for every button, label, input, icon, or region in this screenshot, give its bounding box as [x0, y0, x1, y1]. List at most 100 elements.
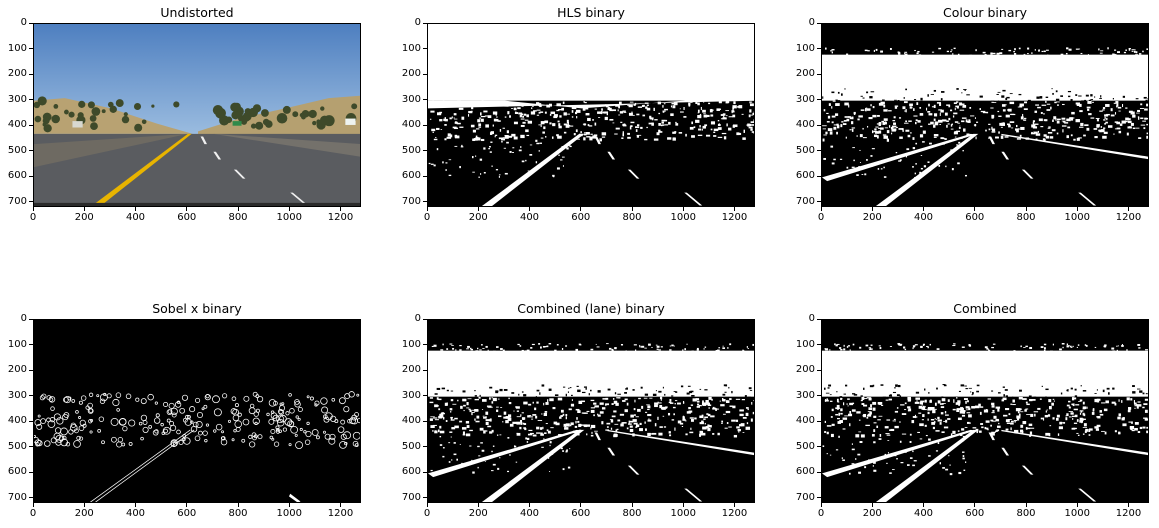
- y-tick-mark: [29, 175, 33, 177]
- x-tick-label: 800: [622, 508, 642, 519]
- x-tick-label: 800: [1016, 212, 1036, 223]
- y-tick-mark: [817, 497, 821, 499]
- y-tick-mark: [423, 420, 427, 422]
- y-tick-label: 400: [7, 119, 27, 131]
- x-tick-label: 800: [1016, 508, 1036, 519]
- y-tick-label: 700: [795, 491, 815, 503]
- y-tick-label: 100: [7, 338, 27, 350]
- y-tick-label: 100: [401, 42, 421, 54]
- x-tick-label: 0: [817, 508, 825, 519]
- y-tick-mark: [423, 446, 427, 448]
- x-tick-mark: [734, 207, 735, 211]
- y-tick-mark: [423, 175, 427, 177]
- y-tick-label: 0: [808, 313, 815, 324]
- y-tick-mark: [423, 124, 427, 126]
- y-tick-label: 300: [401, 93, 421, 105]
- panel-title: HLS binary: [557, 5, 625, 20]
- x-tick-mark: [923, 503, 924, 507]
- y-tick-label: 200: [7, 364, 27, 376]
- y-tick-label: 300: [401, 389, 421, 401]
- x-tick-label: 600: [177, 508, 197, 519]
- x-tick-mark: [580, 207, 582, 211]
- y-tick-mark: [29, 395, 33, 397]
- y-tick-mark: [29, 369, 33, 371]
- y-tick-mark: [817, 344, 821, 346]
- x-tick-label: 1200: [721, 212, 748, 223]
- y-tick-mark: [423, 471, 427, 473]
- x-tick-label: 400: [519, 212, 540, 223]
- x-tick-label: 200: [468, 508, 488, 519]
- x-tick-label: 200: [862, 508, 882, 519]
- y-tick-mark: [29, 48, 33, 50]
- x-tick-label: 0: [817, 212, 825, 223]
- x-tick-mark: [135, 207, 136, 211]
- y-tick-label: 700: [401, 195, 421, 207]
- y-tick-label: 700: [7, 195, 27, 207]
- y-tick-mark: [817, 318, 821, 320]
- y-tick-mark: [817, 99, 821, 101]
- y-tick-label: 100: [795, 42, 815, 54]
- y-tick-mark: [423, 318, 427, 320]
- y-tick-label: 500: [401, 144, 421, 156]
- x-tick-mark: [974, 503, 976, 507]
- x-tick-label: 600: [571, 508, 591, 519]
- y-tick-label: 100: [795, 338, 815, 350]
- x-tick-mark: [1128, 503, 1129, 507]
- x-tick-label: 1200: [1115, 212, 1142, 223]
- x-tick-label: 200: [74, 508, 94, 519]
- y-tick-label: 400: [795, 415, 815, 427]
- x-tick-mark: [1025, 503, 1027, 507]
- x-tick-mark: [820, 207, 822, 211]
- y-tick-mark: [817, 175, 821, 177]
- y-tick-label: 600: [7, 170, 27, 182]
- y-tick-mark: [817, 150, 821, 152]
- x-tick-label: 1200: [327, 212, 354, 223]
- y-tick-mark: [423, 344, 427, 346]
- y-tick-label: 300: [7, 93, 27, 105]
- x-tick-mark: [426, 207, 428, 211]
- x-tick-label: 800: [228, 508, 248, 519]
- x-tick-label: 1000: [276, 212, 302, 223]
- x-tick-label: 400: [913, 508, 934, 519]
- x-tick-mark: [871, 207, 873, 211]
- x-tick-mark: [186, 207, 188, 211]
- y-tick-mark: [423, 201, 427, 203]
- x-tick-label: 1200: [327, 508, 354, 519]
- y-tick-mark: [29, 201, 33, 203]
- y-tick-label: 500: [7, 144, 27, 156]
- y-tick-label: 200: [401, 364, 421, 376]
- x-tick-mark: [135, 503, 136, 507]
- x-tick-label: 1000: [670, 508, 696, 519]
- x-tick-mark: [682, 207, 684, 211]
- panel-title: Colour binary: [942, 5, 1028, 20]
- y-tick-label: 500: [7, 440, 27, 452]
- y-tick-mark: [29, 99, 33, 101]
- panel-title: Sobel x binary: [152, 301, 242, 316]
- y-tick-label: 600: [795, 466, 815, 478]
- x-tick-label: 0: [423, 212, 431, 223]
- y-tick-mark: [817, 369, 821, 371]
- y-tick-label: 700: [401, 491, 421, 503]
- x-tick-mark: [923, 207, 924, 211]
- y-tick-label: 600: [401, 170, 421, 182]
- y-tick-mark: [817, 471, 821, 473]
- y-tick-label: 0: [414, 313, 421, 324]
- y-tick-label: 200: [401, 68, 421, 80]
- y-tick-label: 600: [795, 170, 815, 182]
- panel-image-colour: [821, 23, 1149, 207]
- x-tick-mark: [1025, 207, 1027, 211]
- x-tick-mark: [288, 207, 290, 211]
- x-tick-mark: [186, 503, 188, 507]
- panel-image-combined: [821, 319, 1149, 503]
- y-tick-mark: [29, 73, 33, 75]
- x-tick-mark: [83, 503, 85, 507]
- x-tick-mark: [631, 503, 633, 507]
- x-tick-mark: [682, 503, 684, 507]
- y-tick-mark: [423, 48, 427, 50]
- y-tick-mark: [423, 73, 427, 75]
- x-tick-mark: [529, 503, 530, 507]
- x-tick-label: 600: [177, 212, 197, 223]
- y-tick-mark: [817, 446, 821, 448]
- x-tick-mark: [83, 207, 85, 211]
- x-tick-mark: [1076, 503, 1078, 507]
